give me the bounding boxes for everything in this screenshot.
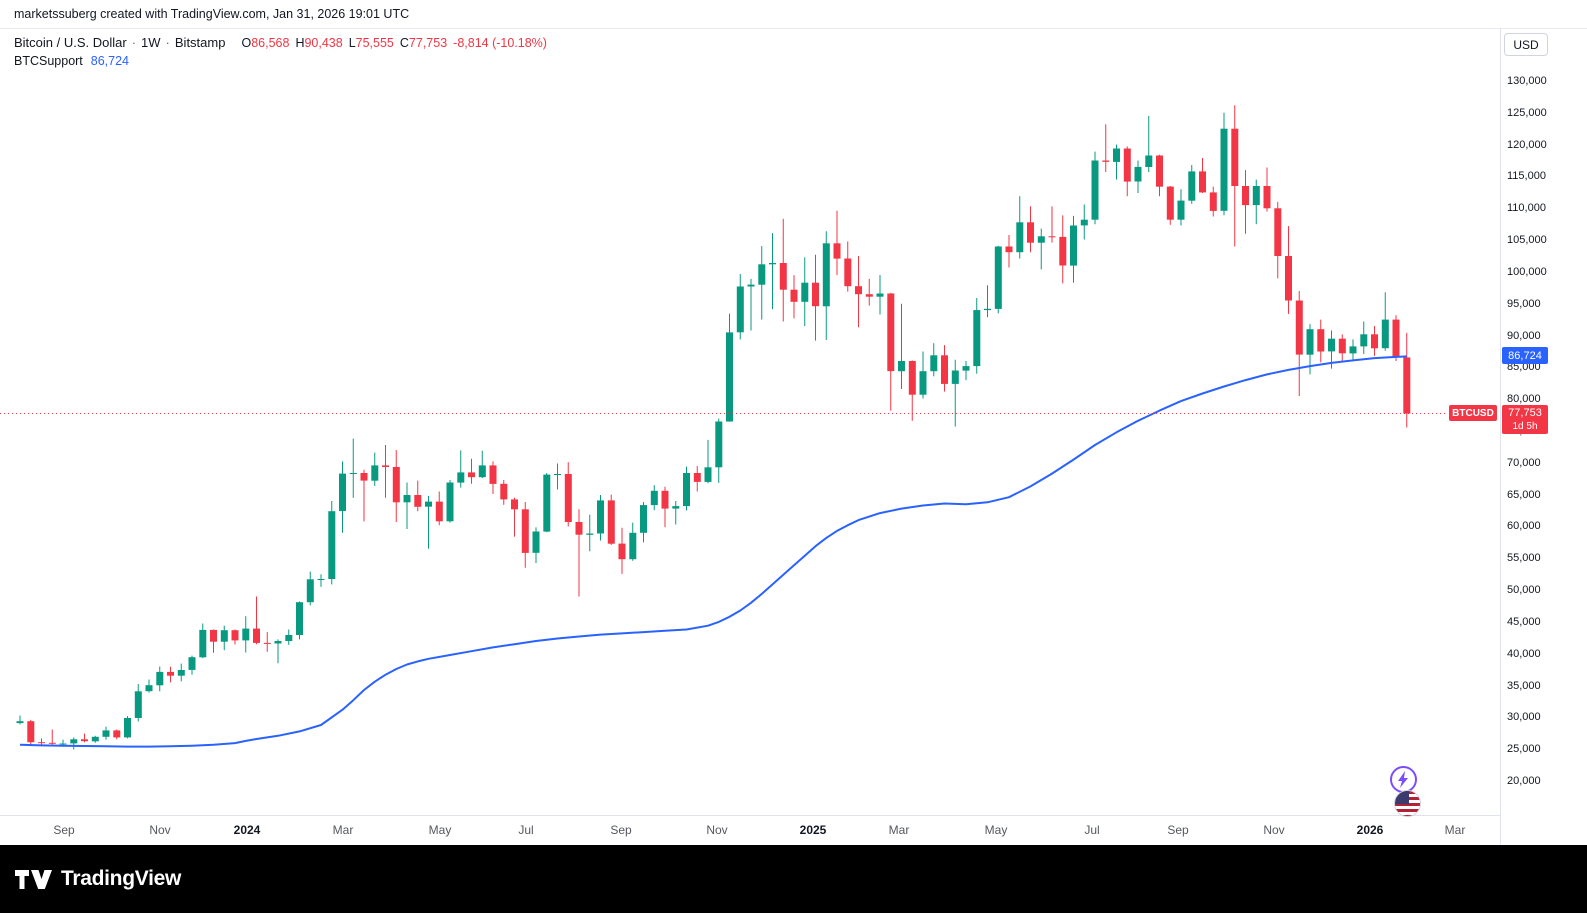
- change-value: -8,814 (-10.18%): [453, 36, 547, 50]
- y-axis-tick: 70,000: [1507, 457, 1541, 469]
- x-axis-tick: Nov: [1263, 823, 1285, 837]
- x-axis-tick: Mar: [888, 823, 910, 837]
- symbol-price-flag: BTCUSD: [1449, 405, 1497, 421]
- brand-name: TradingView: [61, 867, 182, 890]
- ohlc-values: O86,568 H90,438 L75,555 C77,753 -8,814 (-10.…: [235, 36, 547, 50]
- y-axis-tick: 100,000: [1507, 266, 1547, 278]
- y-axis-tick: 115,000: [1507, 170, 1546, 182]
- y-axis-tick: 90,000: [1507, 330, 1541, 342]
- last-price-value: 77,753: [1508, 407, 1542, 419]
- attribution-bar: marketssuberg created with TradingView.c…: [0, 0, 1587, 29]
- y-axis-tick: 45,000: [1507, 616, 1541, 628]
- y-axis-tick: 40,000: [1507, 648, 1541, 660]
- symbol-title[interactable]: Bitcoin / U.S. Dollar: [14, 35, 127, 50]
- attribution-text: marketssuberg created with TradingView.c…: [14, 7, 410, 21]
- x-axis-tick: Sep: [1167, 823, 1189, 837]
- us-flag-event-icon[interactable]: [1394, 790, 1421, 817]
- price-chart-canvas[interactable]: [0, 29, 1500, 845]
- low-label: L: [348, 36, 356, 50]
- symbol-legend-row: Bitcoin / U.S. Dollar · 1W · Bitstamp O86,568…: [14, 34, 547, 52]
- high-label: H: [295, 36, 305, 50]
- x-axis-tick: 2026: [1356, 823, 1384, 837]
- exchange-label[interactable]: Bitstamp: [174, 35, 226, 50]
- x-axis-tick: Sep: [610, 823, 632, 837]
- y-axis-tick: 50,000: [1507, 584, 1541, 596]
- indicator-price-badge: 86,724: [1502, 347, 1548, 364]
- tradingview-mark-icon: [15, 869, 52, 889]
- indicator-name[interactable]: BTCSupport: [14, 54, 83, 68]
- y-axis-tick: 30,000: [1507, 711, 1541, 723]
- y-axis-tick: 130,000: [1507, 75, 1547, 87]
- y-axis-tick: 95,000: [1507, 298, 1541, 310]
- x-axis-tick: Jul: [1084, 823, 1100, 837]
- chart-area: Bitcoin / U.S. Dollar · 1W · Bitstamp O86,568…: [0, 29, 1587, 845]
- x-axis-tick: 2025: [799, 823, 827, 837]
- footer-bar: TradingView: [0, 845, 1587, 913]
- separator-dot: ·: [131, 35, 137, 50]
- price-axis[interactable]: 130,000 125,000 120,000 115,000 110,000 105,0…: [1500, 29, 1587, 845]
- y-axis-tick: 120,000: [1507, 139, 1547, 151]
- x-axis-tick: Nov: [149, 823, 171, 837]
- interval-label[interactable]: 1W: [141, 35, 161, 50]
- y-axis-tick: 20,000: [1507, 775, 1541, 787]
- currency-toggle-button[interactable]: USD: [1504, 33, 1548, 56]
- y-axis-tick: 25,000: [1507, 743, 1541, 755]
- indicator-value: 86,724: [90, 54, 130, 68]
- chart-legend: Bitcoin / U.S. Dollar · 1W · Bitstamp O86,568…: [14, 34, 547, 70]
- y-axis-tick: 65,000: [1507, 489, 1541, 501]
- lightning-event-icon[interactable]: [1390, 766, 1417, 793]
- candle-countdown: 1d 5h: [1512, 421, 1538, 432]
- y-axis-tick: 110,000: [1507, 202, 1546, 214]
- close-label: C: [399, 36, 409, 50]
- lightning-glyph: [1398, 771, 1408, 788]
- y-axis-tick: 55,000: [1507, 552, 1541, 564]
- x-axis-tick: Jul: [518, 823, 534, 837]
- y-axis-tick: 80,000: [1507, 393, 1541, 405]
- y-axis-tick: 60,000: [1507, 520, 1541, 532]
- low-value: 75,555: [355, 36, 394, 50]
- y-axis-tick: 85,000: [1507, 361, 1541, 373]
- high-value: 90,438: [304, 36, 343, 50]
- x-axis-tick: Sep: [53, 823, 75, 837]
- y-axis-tick: 35,000: [1507, 680, 1541, 692]
- tradingview-logo[interactable]: TradingView: [14, 867, 181, 891]
- x-axis-tick: May: [428, 823, 452, 837]
- indicator-legend-row: BTCSupport 86,724: [14, 53, 547, 70]
- separator-dot: ·: [165, 35, 170, 50]
- time-axis[interactable]: Sep Nov 2024 Mar May Jul Sep Nov 2025 Mar May Jul Se…: [0, 815, 1587, 845]
- x-axis-tick: Mar: [1444, 823, 1466, 837]
- x-axis-tick: 2024: [233, 823, 261, 837]
- x-axis-tick: Nov: [706, 823, 728, 837]
- open-value: 86,568: [251, 36, 290, 50]
- last-price-badge: 77,753 1d 5h: [1502, 405, 1548, 434]
- y-axis-tick: 105,000: [1507, 234, 1547, 246]
- x-axis-tick: May: [984, 823, 1008, 837]
- open-label: O: [241, 36, 252, 50]
- close-value: 77,753: [408, 36, 448, 50]
- y-axis-tick: 125,000: [1507, 107, 1547, 119]
- x-axis-tick: Mar: [332, 823, 354, 837]
